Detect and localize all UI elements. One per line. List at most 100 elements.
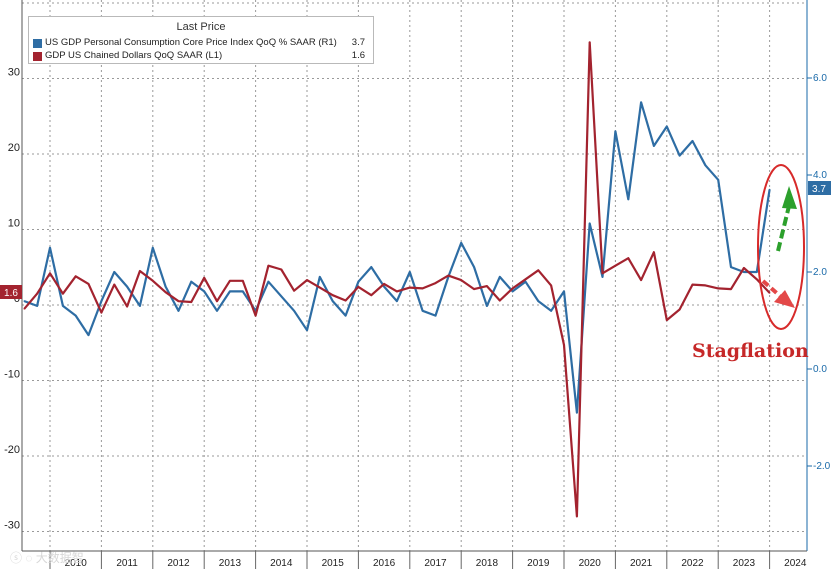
- core-pce-point: [267, 280, 270, 283]
- x-tick-label: 2013: [219, 558, 242, 569]
- left-last-value-text: 1.6: [4, 288, 18, 299]
- core-pce-point: [344, 314, 347, 317]
- gdp-point: [717, 287, 719, 290]
- right-tick-label: 6.0: [813, 73, 827, 84]
- gdp-point: [409, 286, 411, 289]
- core-pce-point: [640, 101, 642, 104]
- gdp-point: [36, 292, 38, 295]
- up-arrow-head-icon: [782, 186, 797, 209]
- x-tick-label: 2016: [373, 558, 396, 569]
- core-pce-point: [100, 300, 103, 302]
- core-pce-point: [537, 300, 540, 302]
- gdp-point: [563, 344, 565, 346]
- gdp-point: [537, 269, 540, 272]
- grid: [22, 0, 807, 551]
- core-pce-point: [87, 334, 90, 336]
- axes: 403020100-10-20-306.04.02.00.0-2.0201020…: [4, 0, 831, 569]
- core-pce-point: [36, 305, 38, 307]
- gdp-point: [511, 287, 514, 290]
- core-pce-point: [601, 276, 604, 278]
- x-tick-label: 2015: [322, 558, 345, 569]
- gdp-point: [588, 41, 591, 44]
- core-pce-point: [357, 280, 360, 283]
- gdp-point: [293, 289, 295, 292]
- gdp-point: [242, 280, 244, 282]
- core-pce-point: [473, 266, 475, 268]
- core-pce-point: [126, 285, 128, 288]
- legend-label-core-pce: US GDP Personal Consumption Core Price I…: [45, 37, 337, 48]
- core-pce-point: [293, 310, 295, 312]
- left-tick-label: -20: [4, 444, 20, 456]
- x-tick-label: 2020: [579, 558, 602, 569]
- gdp-point: [152, 280, 154, 282]
- core-pce-point: [62, 305, 64, 307]
- gdp-point: [254, 314, 257, 317]
- down-arrow-shaft: [761, 279, 782, 298]
- gdp-point: [421, 287, 424, 290]
- right-last-value-text: 3.7: [812, 184, 826, 195]
- left-tick-label: 20: [8, 142, 20, 154]
- gdp-point: [601, 272, 604, 275]
- core-pce-point: [486, 305, 488, 307]
- gdp-point: [370, 294, 373, 297]
- annotation-circle: [757, 164, 805, 330]
- gdp-point: [743, 267, 745, 269]
- core-pce-point: [23, 300, 26, 302]
- gdp-point: [460, 279, 463, 281]
- gdp-point: [331, 294, 334, 297]
- core-pce-point: [691, 140, 694, 142]
- x-tick-label: 2023: [733, 558, 756, 569]
- x-tick-label: 2010: [65, 558, 88, 569]
- gdp-point: [74, 275, 77, 278]
- core-pce-point: [434, 314, 437, 317]
- core-pce-point: [203, 290, 205, 293]
- gdp-point: [87, 283, 90, 285]
- gdp-point: [229, 280, 231, 282]
- core-pce-point: [74, 314, 77, 317]
- up-arrow-shaft: [776, 205, 791, 252]
- gdp-point: [691, 283, 694, 286]
- x-tick-label: 2019: [527, 558, 550, 569]
- annotation: Stagflation: [692, 164, 809, 362]
- core-pce-point: [627, 198, 630, 201]
- gdp-point: [113, 283, 116, 286]
- core-pce-point: [550, 310, 552, 312]
- core-pce-point: [113, 271, 116, 273]
- right-tick-label: 0.0: [813, 364, 827, 375]
- plot-area: [22, 0, 807, 551]
- core-pce-point: [409, 271, 411, 273]
- gdp-point: [357, 286, 360, 288]
- legend-swatch-gdp: [33, 52, 42, 61]
- legend-swatch-core-pce: [33, 39, 42, 48]
- left-tick-label: -30: [4, 520, 20, 532]
- core-pce-point: [229, 290, 231, 293]
- gdp-point: [704, 284, 707, 287]
- core-pce-point: [614, 130, 617, 133]
- core-pce-point: [242, 290, 244, 293]
- last-value-tags: 1.6 3.7: [0, 181, 831, 299]
- gdp-point: [396, 290, 398, 293]
- core-pce-point: [717, 179, 719, 181]
- legend-value-gdp: 1.6: [351, 50, 365, 61]
- gdp-point: [126, 305, 128, 308]
- gdp-point: [280, 268, 283, 271]
- core-pce-point: [396, 300, 398, 302]
- core-pce-point: [666, 125, 668, 128]
- core-pce-point: [370, 266, 373, 268]
- gdp-point: [640, 279, 642, 281]
- core-pce-point: [216, 310, 218, 312]
- core-pce-point: [563, 290, 565, 293]
- right-tick-label: 2.0: [813, 267, 827, 278]
- right-last-value-tag: [808, 181, 831, 195]
- core-pce-point: [460, 242, 463, 244]
- gdp-point: [344, 299, 347, 302]
- gdp-point: [177, 300, 180, 303]
- core-pce-point: [756, 271, 758, 273]
- gdp-point: [486, 285, 488, 287]
- gdp-point: [768, 292, 771, 294]
- legend-entry-core-pce: US GDP Personal Consumption Core Price I…: [33, 37, 369, 50]
- right-tick-label: 4.0: [813, 170, 827, 181]
- core-pce-point: [678, 154, 681, 157]
- core-pce-point: [421, 310, 424, 312]
